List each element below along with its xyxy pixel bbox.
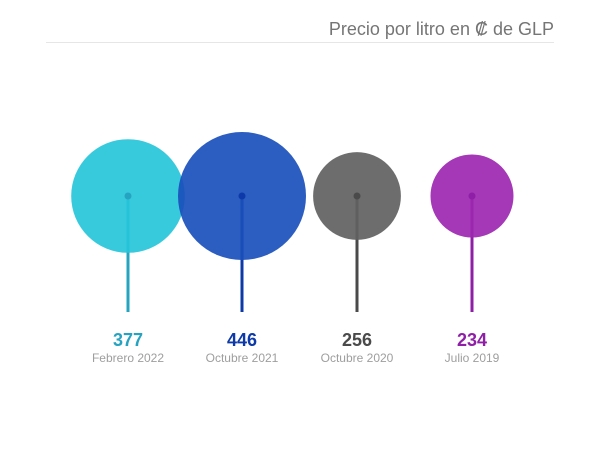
- category-label-4: Julio 2019: [445, 351, 500, 365]
- category-label-1: Febrero 2022: [92, 351, 164, 365]
- bubbles-layer: [71, 132, 514, 260]
- value-label-2: 446: [227, 330, 257, 350]
- stem-dot-2: [238, 192, 246, 200]
- chart-title: Precio por litro en ₡ de GLP: [328, 19, 554, 39]
- stem-dot-3: [353, 192, 361, 200]
- category-label-2: Octubre 2021: [206, 351, 279, 365]
- value-label-3: 256: [342, 330, 372, 350]
- title-divider: [46, 42, 554, 43]
- dots-layer: [124, 192, 476, 200]
- stem-dot-1: [124, 192, 132, 200]
- category-label-3: Octubre 2020: [321, 351, 394, 365]
- value-label-4: 234: [457, 330, 487, 350]
- stem-dot-4: [468, 192, 476, 200]
- value-label-1: 377: [113, 330, 143, 350]
